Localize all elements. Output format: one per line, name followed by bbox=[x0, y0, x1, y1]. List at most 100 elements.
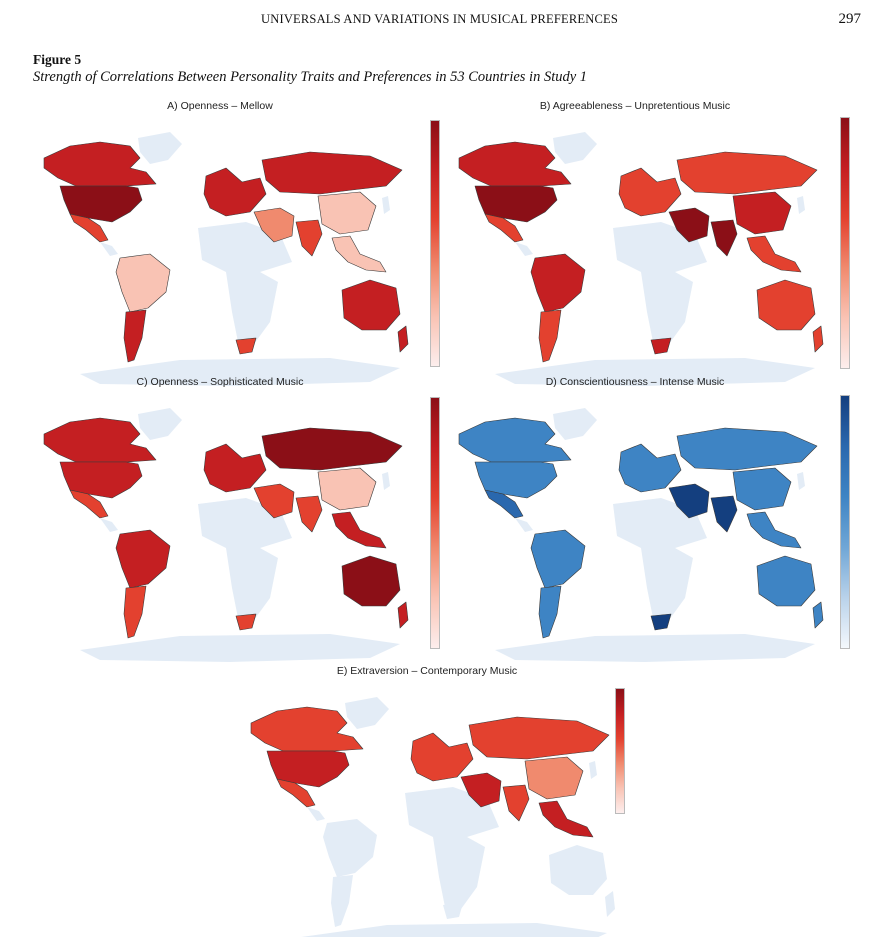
region-central-america bbox=[100, 518, 118, 532]
panel-title-a: A) Openness – Mellow bbox=[167, 100, 273, 112]
region-india bbox=[710, 495, 738, 533]
region-southeast-asia bbox=[746, 235, 802, 273]
region-africa-south bbox=[226, 548, 278, 620]
running-head: UNIVERSALS AND VARIATIONS IN MUSICAL PRE… bbox=[261, 12, 618, 26]
region-russia bbox=[261, 151, 403, 195]
region-north-america bbox=[458, 141, 572, 187]
region-greenland bbox=[553, 408, 597, 440]
region-india bbox=[295, 495, 323, 533]
region-usa bbox=[474, 185, 558, 223]
region-europe bbox=[203, 443, 267, 493]
region-south-america-south bbox=[538, 585, 562, 639]
region-usa bbox=[59, 461, 143, 499]
region-australia bbox=[756, 279, 816, 331]
region-central-america bbox=[307, 807, 325, 821]
region-south-america-north bbox=[530, 253, 586, 313]
region-china bbox=[732, 191, 792, 235]
region-south-america-north bbox=[530, 529, 586, 589]
region-greenland bbox=[138, 132, 182, 164]
map-panel-a: A) Openness – Mellow bbox=[30, 100, 410, 386]
region-middle-east bbox=[668, 483, 710, 519]
region-antarctica bbox=[495, 634, 815, 662]
region-southeast-asia bbox=[746, 511, 802, 549]
region-india bbox=[295, 219, 323, 257]
region-south-america-south bbox=[331, 875, 353, 927]
region-antarctica bbox=[80, 358, 400, 386]
map-panel-b: B) Agreeableness – Unpretentious Music bbox=[445, 100, 825, 386]
world-map-d bbox=[458, 408, 824, 662]
region-greenland bbox=[553, 132, 597, 164]
region-mexico bbox=[276, 778, 316, 808]
panel-title-b: B) Agreeableness – Unpretentious Music bbox=[539, 100, 731, 112]
panel-title-d: D) Conscientiousness – Intense Music bbox=[545, 376, 725, 388]
region-mexico bbox=[484, 489, 524, 519]
figure-label: Figure 5 bbox=[33, 52, 82, 67]
region-new-zealand bbox=[397, 601, 409, 629]
region-south-africa bbox=[235, 337, 257, 355]
region-new-zealand bbox=[812, 325, 824, 353]
region-south-america-north bbox=[323, 819, 377, 877]
world-map-b bbox=[458, 132, 824, 386]
region-australia bbox=[756, 555, 816, 607]
region-south-america-south bbox=[123, 309, 147, 363]
region-mexico bbox=[484, 213, 524, 243]
map-panel-d: D) Conscientiousness – Intense Music bbox=[445, 376, 825, 662]
colorbar-c bbox=[430, 397, 440, 649]
region-south-africa bbox=[235, 613, 257, 631]
region-europe bbox=[618, 443, 682, 493]
panel-title-e: E) Extraversion – Contemporary Music bbox=[336, 665, 518, 677]
region-china bbox=[524, 756, 584, 800]
region-central-america bbox=[100, 242, 118, 256]
region-middle-east bbox=[253, 207, 295, 243]
region-india bbox=[502, 784, 530, 822]
region-japan bbox=[382, 196, 390, 214]
region-south-africa bbox=[650, 613, 672, 631]
region-japan bbox=[589, 761, 597, 779]
world-map-c bbox=[43, 408, 409, 662]
region-south-africa bbox=[443, 903, 463, 919]
region-southeast-asia bbox=[538, 800, 594, 838]
region-middle-east bbox=[668, 207, 710, 243]
region-south-america-south bbox=[123, 585, 147, 639]
world-map-a bbox=[43, 132, 409, 386]
page-number: 297 bbox=[838, 11, 862, 27]
region-africa-south bbox=[226, 272, 278, 344]
map-panel-e: E) Extraversion – Contemporary Music bbox=[237, 665, 617, 937]
region-usa bbox=[266, 750, 350, 788]
panel-title-c: C) Openness – Sophisticated Music bbox=[136, 376, 304, 388]
region-japan bbox=[382, 472, 390, 490]
region-middle-east bbox=[460, 772, 502, 808]
colorbar-a bbox=[430, 120, 440, 367]
region-middle-east bbox=[253, 483, 295, 519]
region-new-zealand bbox=[397, 325, 409, 353]
region-mexico bbox=[69, 213, 109, 243]
colorbar-e bbox=[615, 688, 625, 814]
region-europe bbox=[618, 167, 682, 217]
region-europe bbox=[410, 732, 474, 782]
region-north-america bbox=[43, 141, 157, 187]
region-south-america-south bbox=[538, 309, 562, 363]
region-north-america bbox=[250, 706, 364, 752]
region-south-america-north bbox=[115, 529, 171, 589]
colorbar-d bbox=[840, 395, 850, 649]
region-russia bbox=[676, 427, 818, 471]
figure-caption: Strength of Correlations Between Persona… bbox=[33, 69, 588, 85]
region-russia bbox=[676, 151, 818, 195]
region-russia bbox=[261, 427, 403, 471]
region-europe bbox=[203, 167, 267, 217]
region-australia bbox=[341, 555, 401, 607]
region-india bbox=[710, 219, 738, 257]
region-south-africa bbox=[650, 337, 672, 355]
region-japan bbox=[797, 472, 805, 490]
region-southeast-asia bbox=[331, 235, 387, 273]
region-mexico bbox=[69, 489, 109, 519]
region-usa bbox=[59, 185, 143, 223]
region-greenland bbox=[138, 408, 182, 440]
region-new-zealand bbox=[605, 891, 615, 917]
region-africa-south bbox=[433, 837, 485, 909]
region-north-america bbox=[43, 417, 157, 463]
region-usa bbox=[474, 461, 558, 499]
region-south-america-north bbox=[115, 253, 171, 313]
region-central-america bbox=[515, 242, 533, 256]
colorbar-b bbox=[840, 117, 850, 369]
